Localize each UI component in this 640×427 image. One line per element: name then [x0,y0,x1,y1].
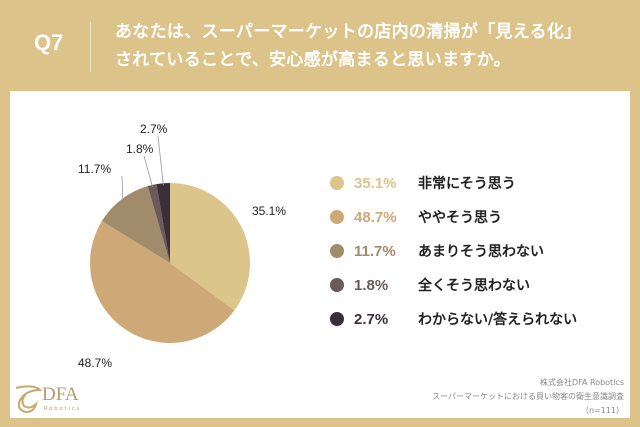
title-line-1: あなたは、スーパーマーケットの店内の清掃が「見える化」 [115,22,582,42]
data-label: 2.7% [140,122,168,136]
logo-subtext: Robotics [44,406,82,412]
leader-line [143,155,153,188]
legend-label: 全くそう思わない [418,278,530,294]
legend-value: 1.8% [354,276,389,294]
pie-slice [101,186,170,263]
legend-swatch [330,176,344,190]
logo-text: DFA [42,384,79,405]
survey-name: スーパーマーケットにおける買い物客の衛生意識調査 [432,392,624,401]
pie-slice [170,183,251,311]
question-number: Q7 [34,30,64,55]
pie-slice [147,184,170,263]
legend-item: 1.8% 全くそう思わない [330,268,577,302]
logo-mark-icon [15,385,43,414]
data-label: 11.7% [78,162,112,176]
legend-swatch [330,210,344,224]
legend-item: 48.7% ややそう思う [330,200,577,234]
data-label: 48.7% [78,356,113,370]
leader-line [157,135,164,186]
legend-swatch [330,278,344,292]
legend-label: 非常にそう思う [418,176,516,192]
legend-value: 48.7% [354,208,397,226]
legend-item: 35.1% 非常にそう思う [330,166,577,200]
legend-item: 2.7% わからない/答えられない [330,302,577,336]
data-label: 35.1% [252,204,287,218]
legend: 35.1% 非常にそう思う 48.7% ややそう思う 11.7% あまりそう思わない 1.8… [330,166,577,336]
legend-swatch [330,244,344,258]
company-name: 株式会社DFA Robotics [539,378,624,387]
legend-label: あまりそう思わない [418,244,544,260]
pie-slice [89,220,235,344]
title-line-2: されていることで、安心感が高まると思いますか。 [115,50,511,70]
legend-label: わからない/答えられない [418,312,578,328]
legend-value: 11.7% [354,242,396,260]
legend-label: ややそう思う [418,210,502,226]
legend-item: 11.7% あまりそう思わない [330,234,577,268]
dfa-logo: DFA Robotics [12,382,79,420]
leader-line [121,175,124,201]
legend-swatch [330,312,344,326]
legend-value: 2.7% [354,310,389,328]
data-label: 1.8% [126,142,154,156]
legend-value: 35.1% [354,174,397,192]
sample-size: （n=111） [580,406,624,415]
divider [90,22,91,72]
question-title: あなたは、スーパーマーケットの店内の清掃が「見える化」 されていることで、安心感… [115,18,581,74]
pie-slice [156,183,170,263]
footer-source: 株式会社DFA Robotics スーパーマーケットにおける買い物客の衛生意識調… [432,376,624,418]
